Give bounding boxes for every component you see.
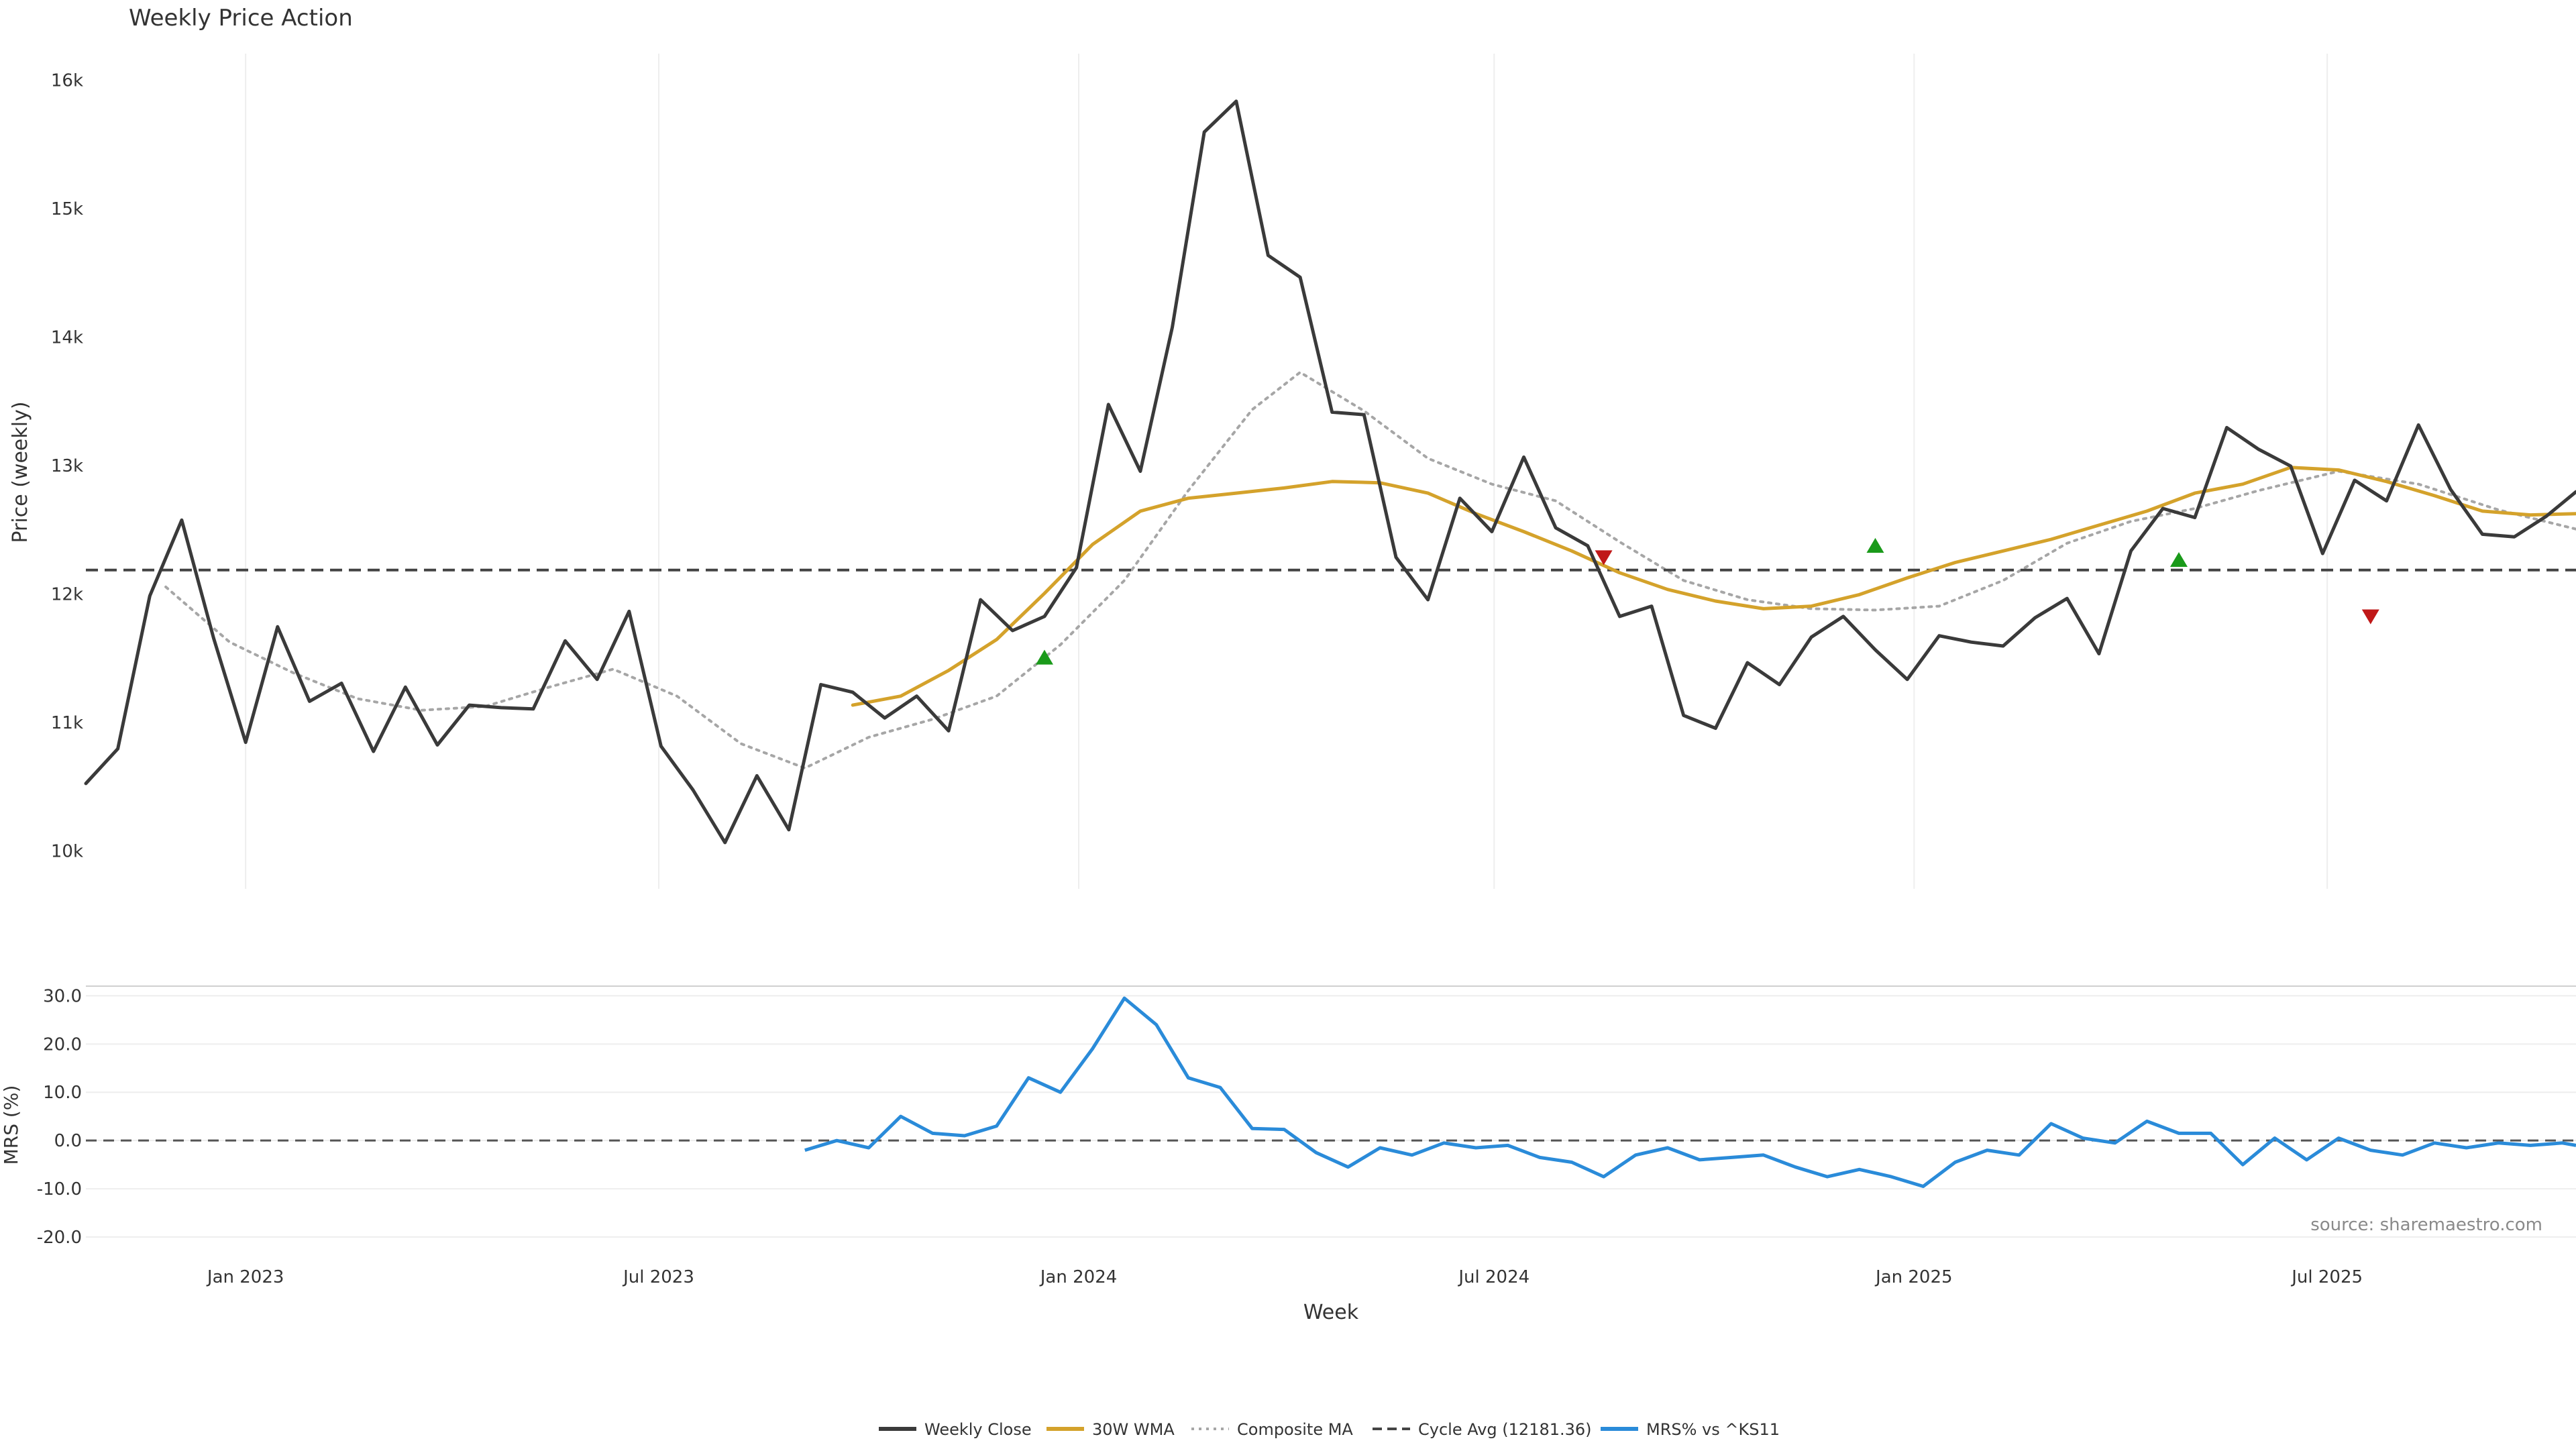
price-y-tick-label: 16k [51, 70, 83, 91]
price-y-tick-label: 12k [51, 584, 83, 604]
price-y-tick-label: 14k [51, 327, 83, 347]
buy-signal-marker [1036, 649, 1054, 665]
x-tick-label: Jan 2024 [1039, 1267, 1118, 1287]
series-mrs-vs-ks11 [804, 996, 2576, 1188]
mrs-y-tick-label: 10.0 [43, 1083, 82, 1103]
legend-label: Composite MA [1237, 1420, 1353, 1439]
x-tick-label: Jul 2023 [622, 1267, 694, 1287]
x-tick-label: Jan 2025 [1874, 1267, 1953, 1287]
source-note: source: sharemaestro.com [2310, 1215, 2542, 1235]
price-y-tick-label: 15k [51, 199, 83, 219]
mrs-y-tick-label: -10.0 [37, 1179, 82, 1199]
series-30w-wma [851, 466, 2576, 707]
sell-signal-marker [2361, 609, 2379, 625]
legend-label: 30W WMA [1092, 1420, 1175, 1439]
chart-title: Weekly Price Action [129, 5, 353, 32]
price-y-tick-label: 11k [51, 713, 83, 733]
legend-item: Weekly Close [879, 1420, 1032, 1439]
legend-item: MRS% vs ^KS11 [1601, 1420, 1780, 1439]
mrs-y-tick-label: 30.0 [43, 986, 82, 1006]
series-weekly-close [84, 99, 2576, 845]
mrs-y-label: MRS (%) [0, 1085, 22, 1165]
x-tick-label: Jan 2023 [206, 1267, 284, 1287]
mrs-y-tick-label: -20.0 [37, 1228, 82, 1248]
buy-signal-marker [2169, 551, 2188, 568]
legend-item: Cycle Avg (12181.36) [1373, 1420, 1592, 1439]
legend-label: Weekly Close [924, 1420, 1032, 1439]
price-y-tick-label: 13k [51, 456, 83, 476]
x-tick-label: Jul 2024 [1457, 1267, 1529, 1287]
legend-item: 30W WMA [1046, 1420, 1175, 1439]
x-tick-label: Jul 2025 [2290, 1267, 2363, 1287]
legend-item: Composite MA [1191, 1420, 1353, 1439]
sell-signal-marker [1595, 550, 1613, 566]
price-y-label: Price (weekly) [9, 401, 32, 543]
mrs-y-tick-label: 0.0 [54, 1131, 82, 1151]
price-y-tick-label: 10k [51, 842, 83, 862]
legend-label: Cycle Avg (12181.36) [1418, 1420, 1592, 1439]
mrs-y-tick-label: 20.0 [43, 1034, 82, 1055]
series-composite-ma [164, 371, 2576, 769]
buy-signal-marker [1866, 537, 1884, 553]
legend-label: MRS% vs ^KS11 [1646, 1420, 1780, 1439]
x-axis-label: Week [1303, 1301, 1359, 1324]
